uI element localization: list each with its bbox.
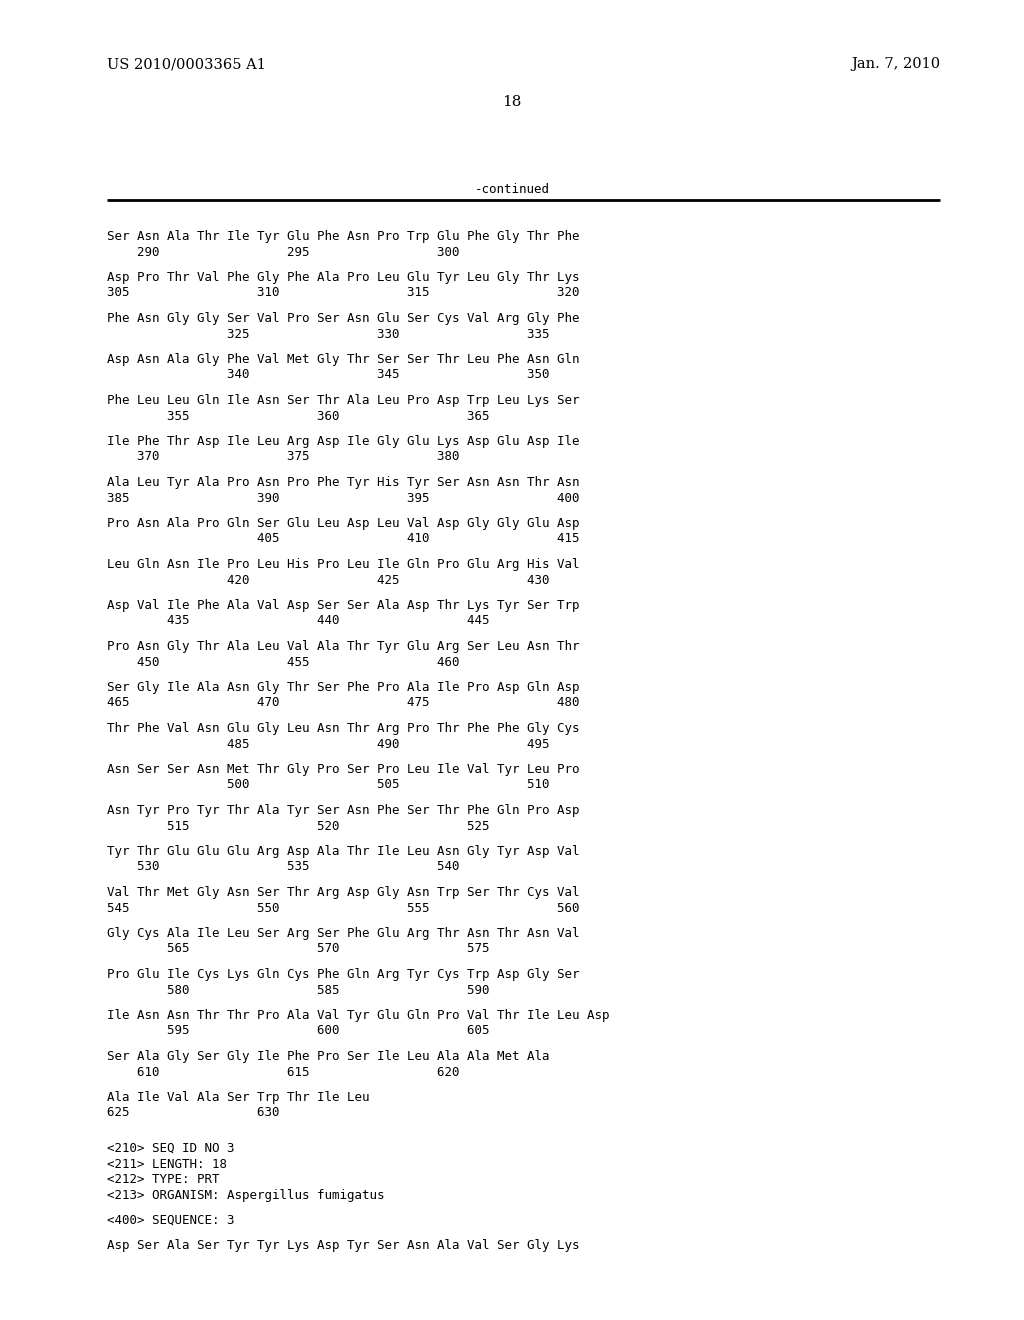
Text: 435                 440                 445: 435 440 445 bbox=[106, 615, 489, 627]
Text: Tyr Thr Glu Glu Glu Arg Asp Ala Thr Ile Leu Asn Gly Tyr Asp Val: Tyr Thr Glu Glu Glu Arg Asp Ala Thr Ile … bbox=[106, 845, 580, 858]
Text: Ile Phe Thr Asp Ile Leu Arg Asp Ile Gly Glu Lys Asp Glu Asp Ile: Ile Phe Thr Asp Ile Leu Arg Asp Ile Gly … bbox=[106, 436, 580, 447]
Text: Ser Gly Ile Ala Asn Gly Thr Ser Phe Pro Ala Ile Pro Asp Gln Asp: Ser Gly Ile Ala Asn Gly Thr Ser Phe Pro … bbox=[106, 681, 580, 694]
Text: 610                 615                 620: 610 615 620 bbox=[106, 1065, 460, 1078]
Text: 385                 390                 395                 400: 385 390 395 400 bbox=[106, 491, 580, 504]
Text: 450                 455                 460: 450 455 460 bbox=[106, 656, 460, 668]
Text: 530                 535                 540: 530 535 540 bbox=[106, 861, 460, 874]
Text: Leu Gln Asn Ile Pro Leu His Pro Leu Ile Gln Pro Glu Arg His Val: Leu Gln Asn Ile Pro Leu His Pro Leu Ile … bbox=[106, 558, 580, 572]
Text: Phe Asn Gly Gly Ser Val Pro Ser Asn Glu Ser Cys Val Arg Gly Phe: Phe Asn Gly Gly Ser Val Pro Ser Asn Glu … bbox=[106, 312, 580, 325]
Text: Ala Leu Tyr Ala Pro Asn Pro Phe Tyr His Tyr Ser Asn Asn Thr Asn: Ala Leu Tyr Ala Pro Asn Pro Phe Tyr His … bbox=[106, 477, 580, 488]
Text: <213> ORGANISM: Aspergillus fumigatus: <213> ORGANISM: Aspergillus fumigatus bbox=[106, 1188, 384, 1201]
Text: Ser Ala Gly Ser Gly Ile Phe Pro Ser Ile Leu Ala Ala Met Ala: Ser Ala Gly Ser Gly Ile Phe Pro Ser Ile … bbox=[106, 1049, 550, 1063]
Text: 485                 490                 495: 485 490 495 bbox=[106, 738, 550, 751]
Text: 465                 470                 475                 480: 465 470 475 480 bbox=[106, 697, 580, 710]
Text: Asn Ser Ser Asn Met Thr Gly Pro Ser Pro Leu Ile Val Tyr Leu Pro: Asn Ser Ser Asn Met Thr Gly Pro Ser Pro … bbox=[106, 763, 580, 776]
Text: -continued: -continued bbox=[474, 183, 550, 195]
Text: <212> TYPE: PRT: <212> TYPE: PRT bbox=[106, 1173, 219, 1185]
Text: 355                 360                 365: 355 360 365 bbox=[106, 409, 489, 422]
Text: Ser Asn Ala Thr Ile Tyr Glu Phe Asn Pro Trp Glu Phe Gly Thr Phe: Ser Asn Ala Thr Ile Tyr Glu Phe Asn Pro … bbox=[106, 230, 580, 243]
Text: Asp Pro Thr Val Phe Gly Phe Ala Pro Leu Glu Tyr Leu Gly Thr Lys: Asp Pro Thr Val Phe Gly Phe Ala Pro Leu … bbox=[106, 271, 580, 284]
Text: 370                 375                 380: 370 375 380 bbox=[106, 450, 460, 463]
Text: Ala Ile Val Ala Ser Trp Thr Ile Leu: Ala Ile Val Ala Ser Trp Thr Ile Leu bbox=[106, 1092, 370, 1104]
Text: Jan. 7, 2010: Jan. 7, 2010 bbox=[851, 57, 940, 71]
Text: Val Thr Met Gly Asn Ser Thr Arg Asp Gly Asn Trp Ser Thr Cys Val: Val Thr Met Gly Asn Ser Thr Arg Asp Gly … bbox=[106, 886, 580, 899]
Text: 500                 505                 510: 500 505 510 bbox=[106, 779, 550, 792]
Text: 420                 425                 430: 420 425 430 bbox=[106, 573, 550, 586]
Text: <210> SEQ ID NO 3: <210> SEQ ID NO 3 bbox=[106, 1142, 234, 1155]
Text: Pro Asn Gly Thr Ala Leu Val Ala Thr Tyr Glu Arg Ser Leu Asn Thr: Pro Asn Gly Thr Ala Leu Val Ala Thr Tyr … bbox=[106, 640, 580, 653]
Text: US 2010/0003365 A1: US 2010/0003365 A1 bbox=[106, 57, 266, 71]
Text: Pro Asn Ala Pro Gln Ser Glu Leu Asp Leu Val Asp Gly Gly Glu Asp: Pro Asn Ala Pro Gln Ser Glu Leu Asp Leu … bbox=[106, 517, 580, 531]
Text: 595                 600                 605: 595 600 605 bbox=[106, 1024, 489, 1038]
Text: 545                 550                 555                 560: 545 550 555 560 bbox=[106, 902, 580, 915]
Text: 305                 310                 315                 320: 305 310 315 320 bbox=[106, 286, 580, 300]
Text: <211> LENGTH: 18: <211> LENGTH: 18 bbox=[106, 1158, 227, 1171]
Text: Asn Tyr Pro Tyr Thr Ala Tyr Ser Asn Phe Ser Thr Phe Gln Pro Asp: Asn Tyr Pro Tyr Thr Ala Tyr Ser Asn Phe … bbox=[106, 804, 580, 817]
Text: Thr Phe Val Asn Glu Gly Leu Asn Thr Arg Pro Thr Phe Phe Gly Cys: Thr Phe Val Asn Glu Gly Leu Asn Thr Arg … bbox=[106, 722, 580, 735]
Text: 515                 520                 525: 515 520 525 bbox=[106, 820, 489, 833]
Text: Phe Leu Leu Gln Ile Asn Ser Thr Ala Leu Pro Asp Trp Leu Lys Ser: Phe Leu Leu Gln Ile Asn Ser Thr Ala Leu … bbox=[106, 393, 580, 407]
Text: 325                 330                 335: 325 330 335 bbox=[106, 327, 550, 341]
Text: Ile Asn Asn Thr Thr Pro Ala Val Tyr Glu Gln Pro Val Thr Ile Leu Asp: Ile Asn Asn Thr Thr Pro Ala Val Tyr Glu … bbox=[106, 1008, 609, 1022]
Text: Asp Val Ile Phe Ala Val Asp Ser Ser Ala Asp Thr Lys Tyr Ser Trp: Asp Val Ile Phe Ala Val Asp Ser Ser Ala … bbox=[106, 599, 580, 612]
Text: Asp Ser Ala Ser Tyr Tyr Lys Asp Tyr Ser Asn Ala Val Ser Gly Lys: Asp Ser Ala Ser Tyr Tyr Lys Asp Tyr Ser … bbox=[106, 1239, 580, 1253]
Text: 625                 630: 625 630 bbox=[106, 1106, 280, 1119]
Text: Pro Glu Ile Cys Lys Gln Cys Phe Gln Arg Tyr Cys Trp Asp Gly Ser: Pro Glu Ile Cys Lys Gln Cys Phe Gln Arg … bbox=[106, 968, 580, 981]
Text: Asp Asn Ala Gly Phe Val Met Gly Thr Ser Ser Thr Leu Phe Asn Gln: Asp Asn Ala Gly Phe Val Met Gly Thr Ser … bbox=[106, 352, 580, 366]
Text: 565                 570                 575: 565 570 575 bbox=[106, 942, 489, 956]
Text: <400> SEQUENCE: 3: <400> SEQUENCE: 3 bbox=[106, 1214, 234, 1228]
Text: 580                 585                 590: 580 585 590 bbox=[106, 983, 489, 997]
Text: Gly Cys Ala Ile Leu Ser Arg Ser Phe Glu Arg Thr Asn Thr Asn Val: Gly Cys Ala Ile Leu Ser Arg Ser Phe Glu … bbox=[106, 927, 580, 940]
Text: 290                 295                 300: 290 295 300 bbox=[106, 246, 460, 259]
Text: 18: 18 bbox=[503, 95, 521, 110]
Text: 340                 345                 350: 340 345 350 bbox=[106, 368, 550, 381]
Text: 405                 410                 415: 405 410 415 bbox=[106, 532, 580, 545]
